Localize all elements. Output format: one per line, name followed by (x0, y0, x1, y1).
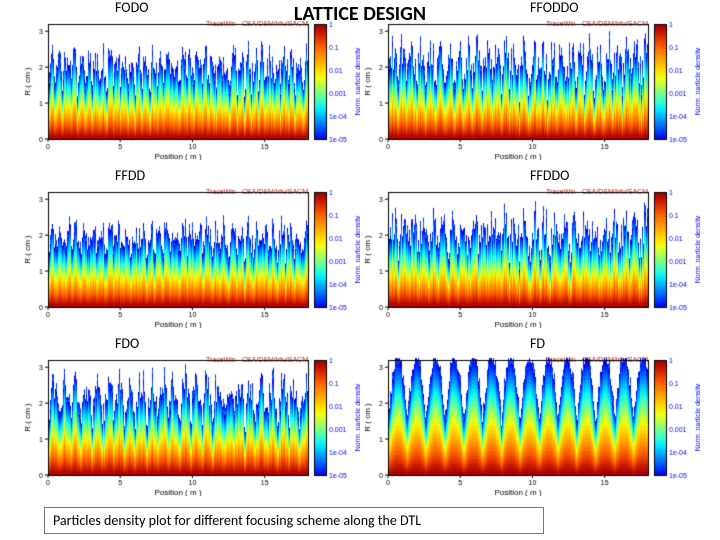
panel-grid: FODO FFODDO FFDD FFDDO FDO FD (0, 0, 720, 540)
caption-text: Particles density plot for different foc… (53, 512, 421, 529)
density-panel-fd: FD (360, 336, 700, 496)
density-plot (360, 188, 700, 328)
density-panel-fdo: FDO (20, 336, 360, 496)
panel-label: FFDD (115, 167, 145, 184)
density-panel-fodo: FODO (20, 0, 360, 160)
density-plot (20, 356, 360, 496)
density-plot (20, 188, 360, 328)
panel-label: FODO (115, 0, 148, 16)
density-panel-ffdd: FFDD (20, 168, 360, 328)
density-panel-ffoddo: FFODDO (360, 0, 700, 160)
panel-label: FFDDO (530, 167, 569, 184)
panel-label: FDO (115, 335, 139, 352)
density-panel-ffddo: FFDDO (360, 168, 700, 328)
density-plot (20, 20, 360, 160)
caption-box: Particles density plot for different foc… (44, 507, 544, 534)
density-plot (360, 356, 700, 496)
panel-label: FD (530, 335, 545, 352)
density-plot (360, 20, 700, 160)
panel-label: FFODDO (530, 0, 579, 16)
